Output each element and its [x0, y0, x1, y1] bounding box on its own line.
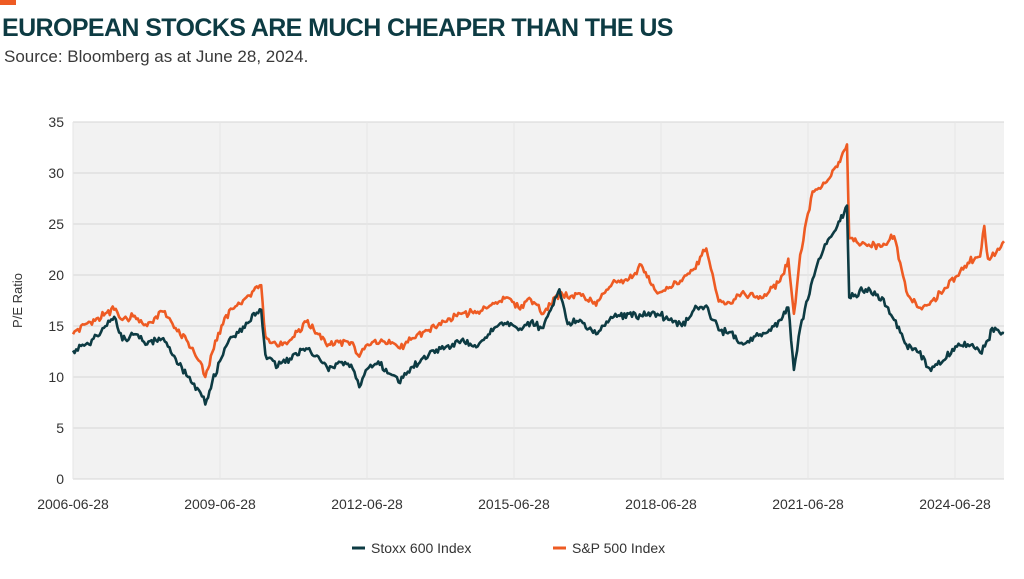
legend-label: S&P 500 Index — [572, 540, 665, 556]
y-tick-label: 5 — [56, 420, 64, 436]
plot-background — [73, 122, 1004, 479]
x-axis-ticks: 2006-06-28 2009-06-28 2012-06-28 2015-06-28… — [37, 496, 991, 512]
legend: Stoxx 600 Index S&P 500 Index — [352, 540, 665, 556]
chart-subtitle: Source: Bloomberg as at June 28, 2024. — [4, 47, 309, 66]
x-tick-label: 2006-06-28 — [37, 496, 109, 512]
series-line-stoxx-600 — [71, 204, 1005, 406]
chart-title: EUROPEAN STOCKS ARE MUCH CHEAPER THAN TH… — [2, 14, 673, 42]
x-tick-label: 2018-06-28 — [625, 496, 697, 512]
y-axis-ticks: 0 5 10 15 20 25 30 35 — [48, 114, 64, 487]
series-line-sp-500 — [71, 143, 1005, 379]
accent-bar — [0, 0, 16, 5]
gridlines — [72, 121, 1004, 480]
x-tick-label: 2012-06-28 — [331, 496, 403, 512]
x-tick-label: 2024-06-28 — [919, 496, 991, 512]
x-tick-label: 2021-06-28 — [772, 496, 844, 512]
y-tick-label: 0 — [56, 471, 64, 487]
y-tick-label: 15 — [48, 318, 64, 334]
y-tick-label: 30 — [48, 165, 64, 181]
x-tick-label: 2009-06-28 — [184, 496, 256, 512]
y-tick-label: 35 — [48, 114, 64, 130]
y-tick-label: 25 — [48, 216, 64, 232]
y-tick-label: 10 — [48, 369, 64, 385]
x-tick-label: 2015-06-28 — [478, 496, 550, 512]
legend-label: Stoxx 600 Index — [371, 540, 471, 556]
y-tick-label: 20 — [48, 267, 64, 283]
y-axis-title: P/E Ratio — [10, 273, 25, 328]
series-layer — [71, 143, 1005, 406]
